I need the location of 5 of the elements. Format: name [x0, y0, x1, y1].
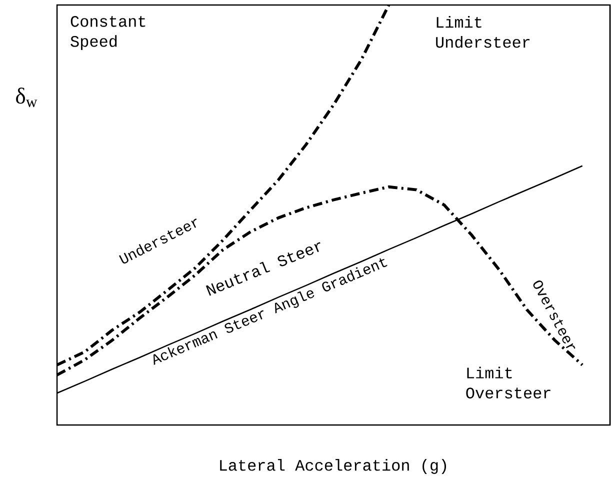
x-axis-title: Lateral Acceleration (g) — [220, 459, 446, 474]
y-axis-title: δ$_{w}$ — [16, 88, 38, 108]
annotation: Limit Understeer — [436, 16, 530, 48]
annotation: Limit Oversteer — [466, 366, 550, 398]
annotation: Constant Speed — [70, 16, 146, 50]
